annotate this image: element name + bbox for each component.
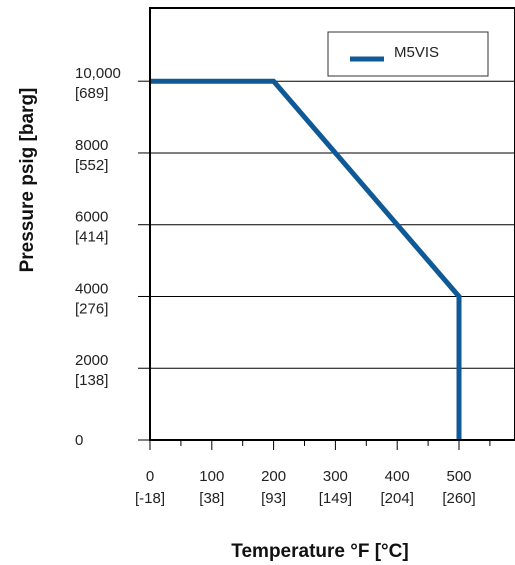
x-tick-sublabel-0: [-18] — [135, 490, 165, 507]
y-tick-label-5: 10,000 — [75, 65, 121, 82]
plot-frame — [149, 7, 515, 441]
x-tick-sublabel-2: [93] — [261, 490, 286, 507]
x-tick-sublabel-5: [260] — [442, 490, 475, 507]
x-tick-label-5: 500 — [446, 468, 471, 485]
axis-ticks — [138, 80, 491, 450]
x-tick-label-2: 200 — [261, 468, 286, 485]
x-tick-label-0: 0 — [146, 468, 154, 485]
x-tick-label-3: 300 — [323, 468, 348, 485]
series-layer — [149, 78, 462, 441]
x-tick-sublabel-3: [149] — [319, 490, 352, 507]
y-tick-label-3: 6000 — [75, 209, 108, 226]
y-tick-label-4: 8000 — [75, 137, 108, 154]
y-tick-sublabel-4: [552] — [75, 157, 108, 174]
x-tick-label-1: 100 — [199, 468, 224, 485]
y-tick-sublabel-3: [414] — [75, 229, 108, 246]
x-tick-label-4: 400 — [385, 468, 410, 485]
y-tick-sublabel-5: [689] — [75, 85, 108, 102]
x-axis-title: Temperature °F [°C] — [231, 541, 408, 562]
y-tick-label-2: 4000 — [75, 280, 108, 297]
y-tick-label-0: 0 — [75, 432, 83, 449]
y-tick-sublabel-1: [138] — [75, 372, 108, 389]
x-tick-sublabel-4: [204] — [381, 490, 414, 507]
tick-labels: 02000[138]4000[276]6000[414]8000[552]10,… — [75, 65, 476, 507]
series-line-m5vis — [150, 78, 462, 440]
legend: M5VIS — [327, 31, 489, 77]
legend-box — [327, 31, 489, 77]
x-tick-sublabel-1: [38] — [199, 490, 224, 507]
y-tick-label-1: 2000 — [75, 352, 108, 369]
y-axis-title: Pressure psig [barg] — [17, 88, 38, 273]
legend-label-m5vis: M5VIS — [394, 44, 439, 61]
y-tick-sublabel-2: [276] — [75, 300, 108, 317]
